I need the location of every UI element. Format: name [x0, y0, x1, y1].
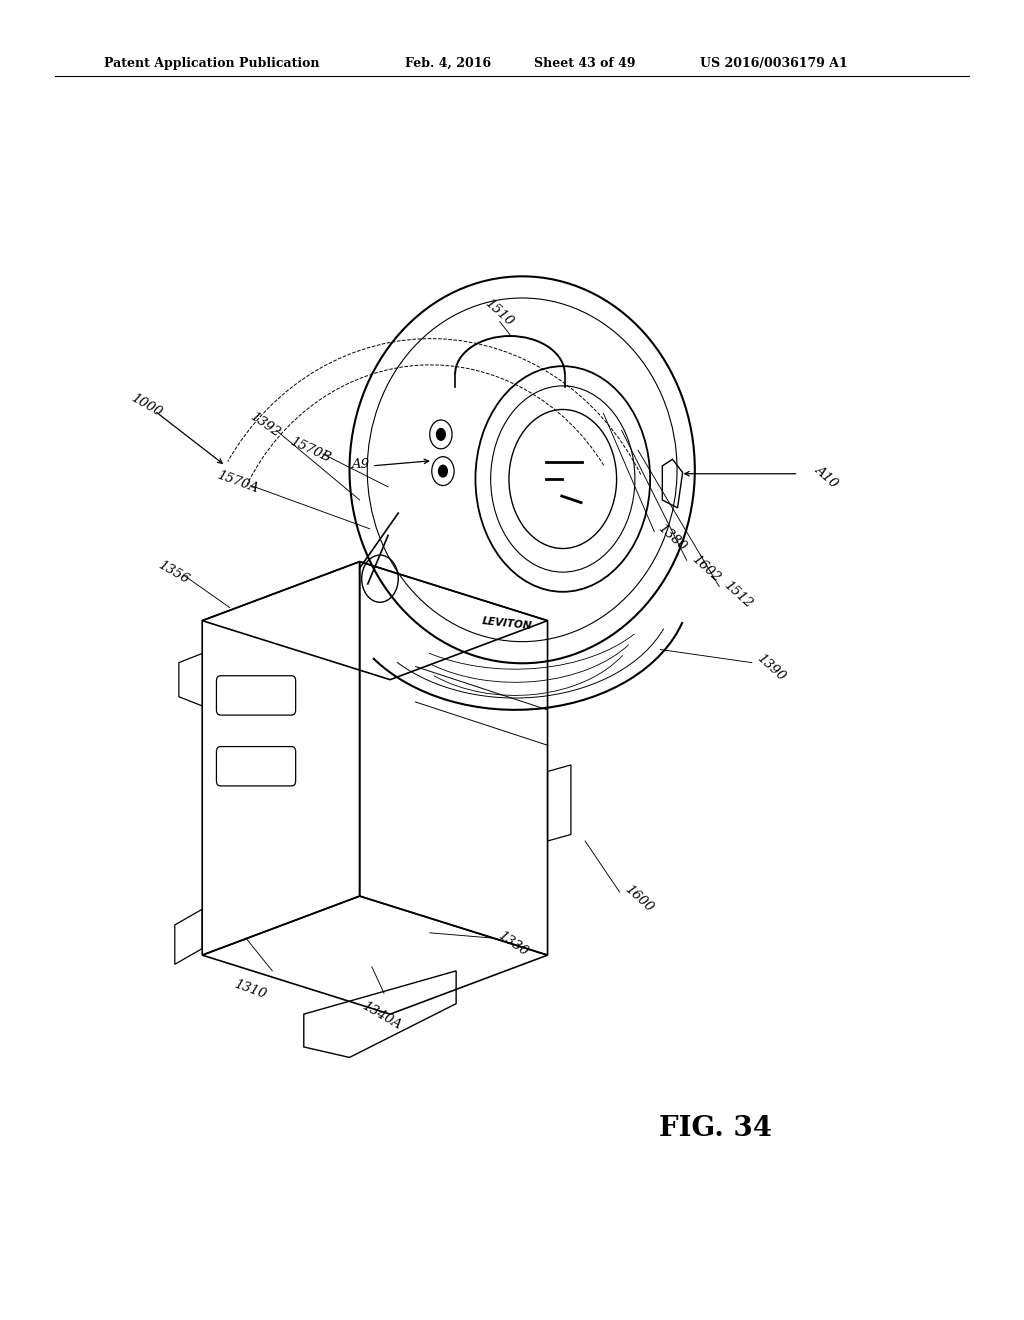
Text: 1510: 1510: [482, 297, 516, 329]
Text: 1310: 1310: [232, 977, 268, 1001]
Text: FIG. 34: FIG. 34: [658, 1115, 772, 1142]
Circle shape: [436, 428, 446, 441]
Text: 1380: 1380: [655, 521, 689, 554]
Text: US 2016/0036179 A1: US 2016/0036179 A1: [699, 57, 848, 70]
Text: 1512: 1512: [721, 578, 755, 610]
Text: LEVITON: LEVITON: [481, 615, 532, 631]
Text: Feb. 4, 2016: Feb. 4, 2016: [406, 57, 492, 70]
Text: Sheet 43 of 49: Sheet 43 of 49: [535, 57, 636, 70]
Text: 1356: 1356: [156, 558, 191, 586]
Text: 1330: 1330: [496, 928, 530, 958]
Text: 1340A: 1340A: [360, 999, 403, 1032]
Text: 1390: 1390: [754, 652, 787, 684]
Text: 1602: 1602: [689, 552, 722, 585]
Text: 1600: 1600: [622, 883, 655, 915]
Circle shape: [438, 465, 449, 478]
Text: A9: A9: [350, 458, 369, 471]
Text: 1570B: 1570B: [288, 436, 332, 465]
Text: A10: A10: [812, 463, 840, 490]
Text: Patent Application Publication: Patent Application Publication: [103, 57, 319, 70]
Text: 1392: 1392: [248, 411, 283, 440]
Text: 1000: 1000: [129, 392, 164, 420]
Text: 1570A: 1570A: [215, 469, 260, 495]
